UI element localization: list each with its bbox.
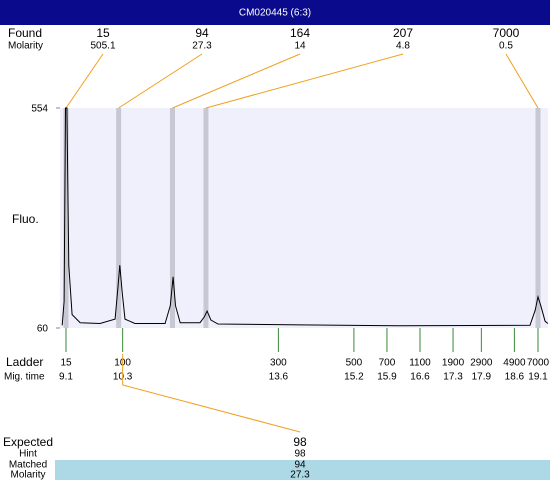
detail-label: Matched [9, 460, 47, 471]
found-connector [65, 53, 104, 109]
molarity-label: Molarity [8, 41, 43, 52]
detail-value: 98 [294, 449, 306, 460]
ladder-mig-time: 15.2 [344, 372, 364, 383]
ladder-size: 300 [270, 358, 287, 369]
ladder-mig-time: 17.9 [472, 372, 492, 383]
found-connector [118, 53, 203, 109]
ladder-mig-time: 9.1 [59, 372, 73, 383]
detail-label: Hint [19, 449, 37, 460]
ladder-size: 7000 [527, 358, 550, 369]
title-bar [0, 0, 550, 25]
ladder-size: 4900 [503, 358, 526, 369]
found-connector [172, 53, 301, 109]
ladder-mig-time: 18.6 [505, 372, 525, 383]
ladder-size: 1900 [442, 358, 465, 369]
detail-value: 94 [294, 460, 306, 471]
mig-time-label: Mig. time [4, 372, 45, 383]
y-tick-label: 60 [37, 324, 49, 335]
ladder-size: 15 [60, 358, 72, 369]
found-label: Found [8, 26, 42, 40]
ladder-mig-time: 19.1 [528, 372, 548, 383]
found-connector [205, 53, 404, 109]
ladder-mig-time: 16.6 [410, 372, 430, 383]
found-molarity: 27.3 [192, 41, 212, 52]
found-size: 15 [96, 26, 110, 40]
title: CM020445 (6:3) [239, 8, 311, 19]
y-tick-label: 554 [31, 104, 48, 115]
found-size: 94 [195, 26, 209, 40]
found-molarity: 4.8 [396, 41, 410, 52]
ladder-mig-time: 17.3 [443, 372, 463, 383]
ladder-size: 700 [379, 358, 396, 369]
found-peak-band [116, 108, 122, 328]
ladder-mig-time: 15.9 [377, 372, 397, 383]
found-molarity: 14 [294, 41, 306, 52]
detail-label: Expected [3, 435, 53, 449]
detail-label: Molarity [10, 470, 45, 480]
ladder-size: 2900 [470, 358, 493, 369]
ladder-size: 500 [346, 358, 363, 369]
matched-highlight [55, 460, 550, 480]
detail-value: 27.3 [290, 470, 310, 480]
found-peak-band [535, 108, 541, 328]
found-molarity: 505.1 [90, 41, 115, 52]
found-size: 207 [393, 26, 413, 40]
found-size: 7000 [493, 26, 520, 40]
ladder-label: Ladder [6, 355, 43, 369]
detail-value: 98 [293, 435, 307, 449]
found-size: 164 [290, 26, 310, 40]
found-molarity: 0.5 [499, 41, 513, 52]
found-peak-band [63, 108, 69, 328]
found-peak-band [169, 108, 175, 328]
found-connector [505, 53, 539, 109]
ladder-size: 1100 [409, 358, 431, 369]
ladder-mig-time: 13.6 [269, 372, 289, 383]
y-axis-label: Fluo. [12, 212, 39, 226]
selection-connector [122, 384, 301, 433]
plot-area [60, 108, 548, 328]
found-peak-band [203, 108, 209, 328]
fluorescence-trace [61, 107, 549, 327]
